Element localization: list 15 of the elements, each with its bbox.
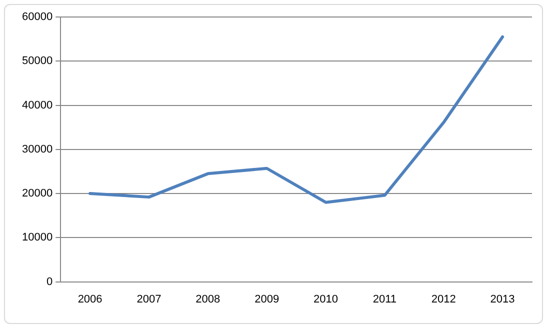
x-tick-label: 2012 <box>431 293 456 306</box>
y-tick-label: 20000 <box>22 188 53 200</box>
y-tick-label: 40000 <box>22 99 53 112</box>
y-tick-label: 10000 <box>22 232 53 244</box>
x-tick-label: 2009 <box>254 293 280 306</box>
x-tick-label: 2011 <box>372 293 397 306</box>
x-tick-label: 2007 <box>136 293 162 306</box>
x-tick-label: 2010 <box>314 293 338 306</box>
y-tick-label: 0 <box>46 276 53 288</box>
y-tick-label: 50000 <box>22 55 53 68</box>
y-tick-label: 30000 <box>22 143 53 156</box>
x-tick-label: 2013 <box>490 293 515 306</box>
x-tick-label: 2006 <box>78 293 102 306</box>
x-tick-label: 2008 <box>196 293 220 306</box>
y-tick-label: 60000 <box>22 11 53 24</box>
